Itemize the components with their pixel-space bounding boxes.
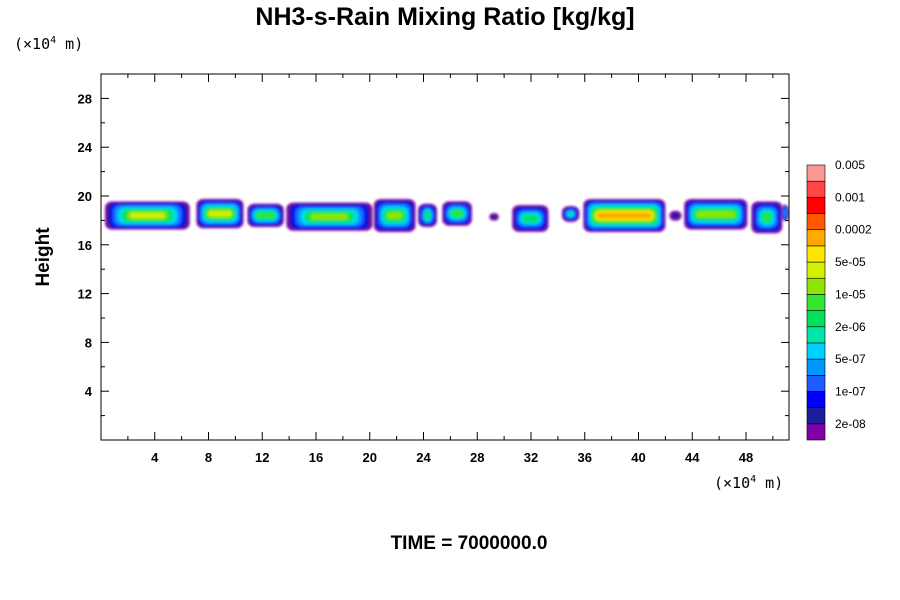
- colorbar-label: 0.0002: [835, 223, 872, 237]
- rain-cell: [512, 205, 549, 232]
- x-tick-label: 36: [578, 450, 592, 465]
- contour-level: [130, 212, 165, 219]
- x-tick-label: 24: [416, 450, 431, 465]
- colorbar-label: 2e-06: [835, 320, 866, 334]
- colorbar-swatch: [806, 294, 826, 311]
- contour-level: [490, 214, 498, 219]
- plot-cells: [105, 199, 789, 234]
- colorbar: 2e-08 1e-07 5e-07 2e-06 1e-05 5e-05 0.0002 0.00…: [806, 158, 872, 441]
- time-label: TIME = 7000000.0: [391, 533, 548, 554]
- x-tick-label: 8: [205, 450, 212, 465]
- rain-cell: [751, 201, 783, 234]
- contour-level: [597, 212, 652, 219]
- contour-level: [763, 213, 770, 221]
- chart-title: NH3-s-Rain Mixing Ratio [kg/kg]: [255, 3, 634, 31]
- x-tick-label: 4: [151, 450, 159, 465]
- rain-cell: [669, 210, 682, 221]
- x-tick-label: 44: [685, 450, 700, 465]
- colorbar-swatch: [806, 229, 826, 247]
- x-tick-label: 20: [363, 450, 377, 465]
- colorbar-label: 1e-07: [835, 384, 866, 398]
- colorbar-label: 0.005: [835, 158, 865, 172]
- x-tick-label: 48: [739, 450, 753, 465]
- colorbar-swatch: [806, 180, 826, 198]
- colorbar-swatch: [806, 358, 826, 376]
- contour-level: [568, 212, 574, 216]
- colorbar-swatch: [806, 423, 826, 441]
- y-unit-label: (×104 m): [14, 35, 83, 53]
- y-tick-label: 8: [85, 335, 92, 350]
- x-tick-label: 32: [524, 450, 538, 465]
- colorbar-swatch: [806, 245, 826, 263]
- y-axis-label: Height: [33, 227, 54, 287]
- colorbar-label: 0.001: [835, 190, 865, 204]
- colorbar-label: 5e-07: [835, 352, 866, 366]
- axis-ticks: [101, 73, 789, 440]
- colorbar-swatch: [806, 326, 826, 344]
- rain-cell: [196, 199, 244, 229]
- contour-level: [425, 211, 430, 220]
- colorbar-swatch: [806, 213, 826, 231]
- rain-cell: [684, 199, 748, 230]
- rain-cell: [442, 201, 472, 226]
- colorbar-swatch: [806, 342, 826, 360]
- rain-cell: [286, 202, 373, 231]
- y-tick-label: 24: [78, 140, 93, 155]
- colorbar-swatch: [806, 374, 826, 392]
- colorbar-swatch: [806, 310, 826, 328]
- colorbar-label: 1e-05: [835, 287, 866, 301]
- rain-cell: [583, 199, 666, 233]
- colorbar-label: 2e-08: [835, 417, 866, 431]
- contour-level: [696, 211, 735, 218]
- rain-cell: [418, 203, 437, 227]
- colorbar-swatch: [806, 391, 826, 408]
- x-tick-label: 12: [255, 450, 269, 465]
- contour-level: [783, 207, 787, 218]
- x-unit-label: (×104 m): [714, 474, 783, 492]
- y-tick-label: 4: [85, 384, 93, 399]
- y-tick-label: 20: [78, 189, 92, 204]
- rain-cell: [780, 204, 789, 221]
- colorbar-swatch: [806, 261, 826, 279]
- rain-cell: [373, 199, 416, 233]
- colorbar-swatch: [806, 197, 826, 214]
- rain-cell: [105, 201, 190, 230]
- plot-frame: [100, 73, 790, 441]
- contour-level: [256, 213, 275, 218]
- contour-level: [671, 213, 680, 219]
- contour-level: [311, 214, 348, 220]
- x-tick-label: 40: [631, 450, 645, 465]
- contour-level: [387, 212, 403, 219]
- x-tick-label: 16: [309, 450, 323, 465]
- colorbar-swatch: [806, 407, 826, 425]
- contour-level: [522, 215, 538, 222]
- colorbar-swatch: [806, 164, 826, 182]
- rain-cell: [489, 213, 499, 221]
- rain-cell: [561, 206, 580, 222]
- contour-level: [452, 211, 463, 217]
- contour-level: [208, 211, 232, 217]
- y-tick-label: 12: [78, 287, 92, 302]
- y-tick-label: 16: [78, 238, 92, 253]
- x-tick-label: 28: [470, 450, 484, 465]
- y-tick-label: 28: [78, 91, 92, 106]
- rain-cell: [247, 203, 284, 227]
- colorbar-swatch: [806, 277, 826, 295]
- colorbar-label: 5e-05: [835, 255, 866, 269]
